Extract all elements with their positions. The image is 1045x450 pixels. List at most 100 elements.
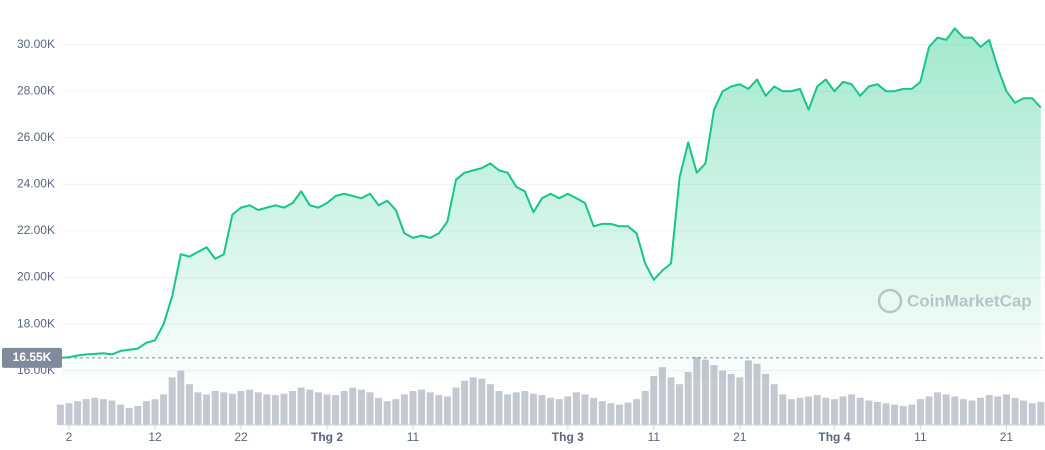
volume-bar [779, 394, 787, 425]
volume-bar [263, 394, 271, 425]
volume-bar [117, 404, 125, 425]
volume-bar [701, 359, 709, 425]
volume-bar [925, 396, 933, 425]
volume-bar [1037, 401, 1045, 425]
volume-bar [908, 404, 916, 425]
volume-bar [590, 397, 598, 425]
volume-bar [306, 389, 314, 425]
volume-bar [684, 371, 692, 425]
volume-bar [237, 391, 245, 425]
price-area [60, 28, 1041, 381]
volume-bar [228, 393, 236, 425]
volume-bar [357, 389, 365, 425]
volume-bar [529, 393, 537, 425]
volume-bar [839, 396, 847, 425]
volume-bar [185, 384, 193, 425]
volume-bar [246, 389, 254, 425]
volume-bar [151, 399, 159, 425]
volume-bar [693, 357, 701, 425]
volume-bar [624, 402, 632, 425]
volume-bar [82, 399, 90, 425]
volume-bar [667, 377, 675, 425]
volume-bar [1011, 397, 1019, 425]
volume-bar [375, 397, 383, 425]
volume-bar [452, 387, 460, 425]
volume-bar [512, 392, 520, 425]
volume-bar [400, 394, 408, 425]
volume-bar [736, 377, 744, 425]
volume-bar [203, 394, 211, 425]
volume-bar [349, 387, 357, 425]
volume-bar [323, 394, 331, 425]
volume-bar [581, 394, 589, 425]
x-tick-label: 11 [648, 430, 661, 444]
volume-bar [547, 397, 555, 425]
volume-bar [572, 392, 580, 425]
volume-bar [435, 395, 443, 425]
volume-bar [873, 401, 881, 425]
watermark: CoinMarketCap [877, 288, 1032, 314]
volume-bar [676, 384, 684, 425]
volume-bar [426, 392, 434, 425]
y-tick-label: 26.00K [17, 130, 55, 144]
watermark-logo [877, 288, 903, 314]
volume-bar [504, 394, 512, 425]
volume-bar [994, 396, 1002, 425]
x-tick-label: 11 [914, 430, 927, 444]
volume-bar [796, 397, 804, 425]
x-tick-label: 12 [148, 430, 162, 444]
volume-bar [289, 391, 297, 425]
x-tick-label: Thg 2 [311, 430, 343, 444]
volume-bar [727, 374, 735, 425]
volume-bar [495, 391, 503, 425]
volume-bar [633, 399, 641, 425]
volume-bar [108, 400, 116, 425]
volume-bar [1020, 400, 1028, 425]
volume-bar [469, 377, 477, 425]
y-tick-label: 28.00K [17, 83, 55, 97]
volume-bar [366, 392, 374, 425]
volume-bar [220, 392, 228, 425]
volume-bar [91, 397, 99, 425]
volume-bar [538, 395, 546, 425]
volume-bar [770, 384, 778, 425]
y-tick-label: 18.00K [17, 316, 55, 330]
x-tick-label: 21 [733, 430, 747, 444]
volume-bar [848, 394, 856, 425]
volume-bar [615, 404, 623, 425]
y-tick-label: 20.00K [17, 270, 55, 284]
y-tick-label: 30.00K [17, 37, 55, 51]
volume-bar [392, 399, 400, 425]
y-tick-label: 22.00K [17, 223, 55, 237]
volume-bar [985, 395, 993, 425]
volume-bar [641, 391, 649, 425]
volume-bar [744, 360, 752, 425]
volume-bar [194, 392, 202, 425]
volume-bar [650, 376, 658, 425]
volume-bar [882, 403, 890, 425]
volume-bar [160, 394, 168, 425]
volume-bar [959, 399, 967, 425]
volume-bar [280, 393, 288, 425]
volume-bar [753, 363, 761, 425]
volume-bar [1002, 394, 1010, 425]
volume-bar [719, 370, 727, 425]
y-tick-label: 24.00K [17, 177, 55, 191]
volume-bar [942, 394, 950, 425]
volume-bar [977, 397, 985, 425]
volume-bar [254, 392, 262, 425]
x-tick-label: 22 [234, 430, 248, 444]
volume-bar [555, 399, 563, 425]
volume-bar [607, 403, 615, 425]
volume-bar [865, 400, 873, 425]
volume-bar [1028, 403, 1036, 425]
volume-bar [74, 401, 82, 425]
volume-bar [598, 401, 606, 425]
volume-bar [65, 403, 73, 425]
volume-bar [443, 396, 451, 425]
volume-bar [177, 370, 185, 425]
volume-bar [168, 377, 176, 425]
volume-bar [478, 378, 486, 425]
watermark-text: CoinMarketCap [907, 291, 1032, 310]
